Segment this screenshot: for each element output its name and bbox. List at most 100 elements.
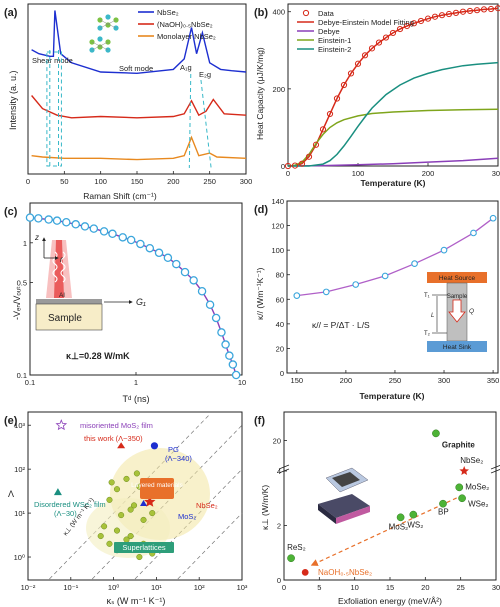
panel-f-x-tick-label: 15	[386, 583, 394, 592]
this-work-point	[117, 442, 126, 449]
superlattice-point	[136, 553, 143, 561]
panel-d-xlabel: Temperature (K)	[359, 391, 424, 401]
point-mos	[396, 513, 405, 522]
panel-a-x-tick-label: 0	[26, 177, 30, 186]
panel-b-data-point	[452, 9, 460, 16]
panel-b-data-point	[312, 141, 320, 148]
panel-a-x-tick-label: 200	[167, 177, 180, 186]
panel-b-data-point	[354, 60, 362, 67]
panel-c-data-point	[80, 222, 90, 231]
legend-label-debye: Debye	[318, 27, 340, 36]
panel-e-x-tick-label: 10³	[237, 583, 248, 592]
panel-c-data-point	[197, 287, 207, 296]
panel-e-ylabel: Λ	[8, 489, 14, 499]
panel-b-data-point	[431, 13, 439, 20]
panel-a-x-tick-label: 250	[203, 177, 216, 186]
panel-b-line-3	[287, 108, 499, 167]
panel-c-x-tick-label: 1	[134, 378, 138, 387]
panel-d-data-point	[381, 272, 389, 280]
panel-d-formula: κ// = P/ΔT · L/S	[312, 320, 370, 330]
layered-material-point	[106, 496, 113, 503]
panel-d-data-point	[352, 281, 360, 288]
panel-f-y-tick-label: 4	[277, 467, 281, 476]
panel-a-guide-line	[188, 73, 192, 169]
layered-material-point	[149, 510, 156, 517]
al-label: Al	[59, 292, 65, 299]
panel-e-y-tick-label: 10²	[14, 465, 25, 474]
point-naohnbse	[301, 568, 309, 576]
panel-d-y-tick-label: 20	[276, 344, 284, 353]
label-thiswork: this work (Λ~350)	[84, 434, 143, 443]
panel-a-line-3	[31, 135, 247, 161]
panel-a-soft-mode: Soft mode	[119, 64, 153, 73]
panel-d-x-tick-label: 250	[389, 376, 402, 385]
panel-e-x-tick-label: 10⁻²	[21, 583, 36, 592]
panel-c-y-tick-label: 0.5	[17, 279, 27, 288]
panel-b-y-tick-label: 400	[272, 8, 285, 17]
panel-b-data-point	[333, 95, 341, 102]
panel-d-ylabel: κ// (Wm⁻¹K⁻¹)	[255, 267, 265, 320]
panel-b-data-point	[417, 17, 425, 25]
superlattice-point	[97, 533, 104, 540]
layered-material-point	[118, 512, 125, 519]
panel-d-y-tick-label: 0	[280, 369, 284, 378]
panel-a-x-tick-label: 100	[94, 177, 107, 186]
panel-d-x-tick-label: 200	[340, 376, 353, 385]
panel-f-ticks: 0 5 10 15 20 25 30 0 2 4 20	[273, 437, 500, 593]
panel-a-guides	[46, 50, 212, 169]
panel-a-line-2	[31, 95, 247, 119]
sample-label: Sample	[48, 313, 82, 324]
t1-label: T₁	[424, 293, 430, 299]
label-pg: PG	[168, 445, 179, 454]
point-res	[287, 554, 295, 563]
panel-b-data-point	[424, 15, 432, 22]
legend-label-einstein1: Einstein-1	[318, 36, 351, 45]
panel-c-data-point	[71, 220, 80, 229]
panel-b-data-point	[396, 25, 404, 33]
al-layer	[36, 299, 102, 304]
sample-small-label: Sample	[447, 294, 468, 300]
layered-material-point	[113, 486, 121, 493]
panel-c-series	[25, 213, 241, 380]
panel-a-x-tick-label: 50	[60, 177, 68, 186]
layered-materials-box	[140, 478, 174, 499]
panel-d-data-point	[293, 292, 301, 299]
panel-c-data-point	[231, 370, 241, 380]
panel-c-data-point	[172, 259, 181, 269]
panel-b-xlabel: Temperature (K)	[360, 178, 425, 188]
superlattice-point	[106, 540, 113, 547]
panel-f-letter: (f)	[254, 415, 265, 427]
panel-a-a1g: A₁g	[180, 63, 192, 72]
label-layered-text: Layered materials	[131, 482, 183, 489]
panel-c-data-point	[154, 248, 164, 258]
point-wse	[458, 494, 466, 503]
label-wse2: Disordered WSe₂ film	[34, 500, 106, 509]
panel-d-y-tick-label: 60	[276, 295, 284, 304]
tdtr-schematic: z r Al Sample G₁	[34, 233, 146, 331]
panel-b-x-tick-label: 300	[492, 169, 500, 178]
panel-b-data-point	[305, 153, 313, 160]
panel-b-data-point	[438, 12, 446, 19]
panel-a-xlabel: Raman Shift (cm⁻¹)	[83, 191, 157, 201]
heat-sink-block	[427, 341, 487, 352]
panel-a-series	[31, 10, 247, 161]
heat-source-block	[427, 272, 487, 283]
panel-c: (c) -Vₑₙ/Vₒᵤₜ Tᵈ (ns) 0.1 1 10 0.1 0.5 1 z r …	[4, 202, 246, 404]
panel-c-x-tick-label: 10	[238, 378, 246, 387]
superlattice-point	[113, 527, 121, 534]
panel-d-letter: (d)	[254, 204, 268, 216]
panel-b-data-point	[347, 70, 355, 77]
panel-c-data-point	[108, 229, 117, 239]
legend-label-fit: Debye-Einstein Model Fitting	[318, 18, 414, 27]
layered-material-point	[127, 506, 134, 513]
misoriented-mos2-point	[55, 419, 68, 431]
panel-d-x-tick-label: 150	[291, 376, 304, 385]
panel-e-xlabel: κₛ (W m⁻¹ K⁻¹)	[107, 596, 166, 606]
layered-material-point	[108, 479, 115, 486]
label-misoriented: misoriented MoS₂ film	[80, 421, 153, 430]
panel-c-data-point	[221, 340, 230, 349]
panel-c-data-point	[99, 227, 109, 236]
panel-c-data-point	[163, 253, 173, 263]
panel-f-point-label: WSe₂	[468, 499, 488, 508]
kappa-constant-line	[134, 468, 243, 580]
